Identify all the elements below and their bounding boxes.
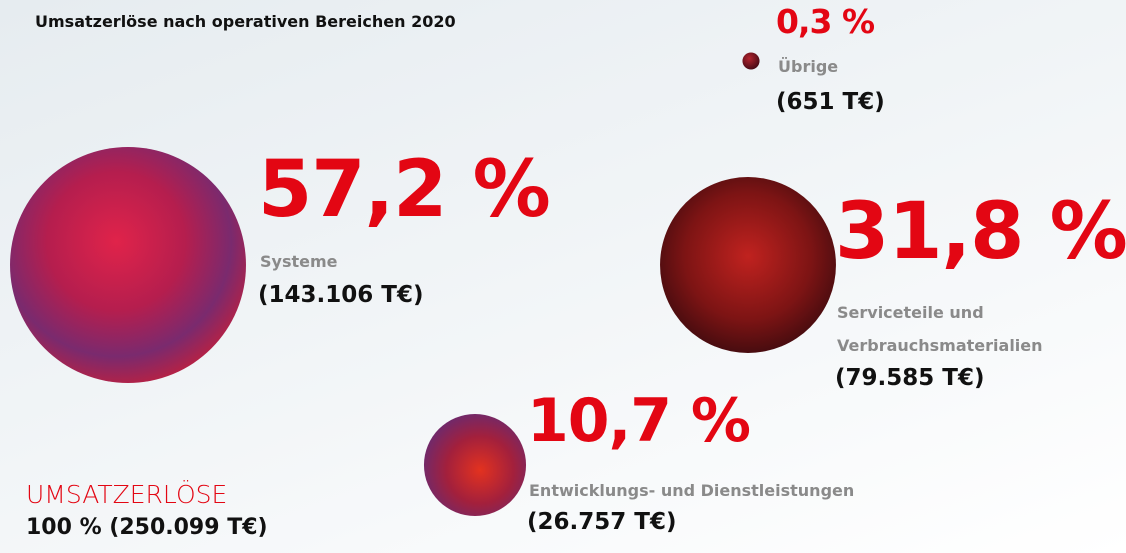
amount-label: (26.757 T€) — [527, 509, 677, 535]
chart-title: Umsatzerlöse nach operativen Bereichen 2… — [35, 12, 456, 31]
bubble — [423, 413, 527, 517]
total-name: UMSATZERLÖSE — [26, 480, 228, 509]
bubble — [660, 177, 836, 353]
amount-label: (79.585 T€) — [835, 365, 985, 391]
value-label: 57,2 % — [258, 145, 551, 235]
bubble — [10, 147, 246, 383]
category-label: Systeme — [260, 252, 338, 271]
total-label: 100 % (250.099 T€) — [26, 515, 268, 540]
amount-label: (651 T€) — [776, 89, 885, 115]
bubble — [742, 52, 760, 70]
value-label: 31,8 % — [835, 187, 1126, 277]
category-label: Serviceteile und Verbrauchsmaterialien — [837, 303, 1043, 355]
amount-label: (143.106 T€) — [258, 282, 424, 308]
value-label: 10,7 % — [527, 386, 751, 456]
category-label: Entwicklungs- und Dienstleistungen — [529, 481, 855, 500]
value-label: 0,3 % — [776, 2, 875, 41]
category-label: Übrige — [778, 57, 839, 76]
